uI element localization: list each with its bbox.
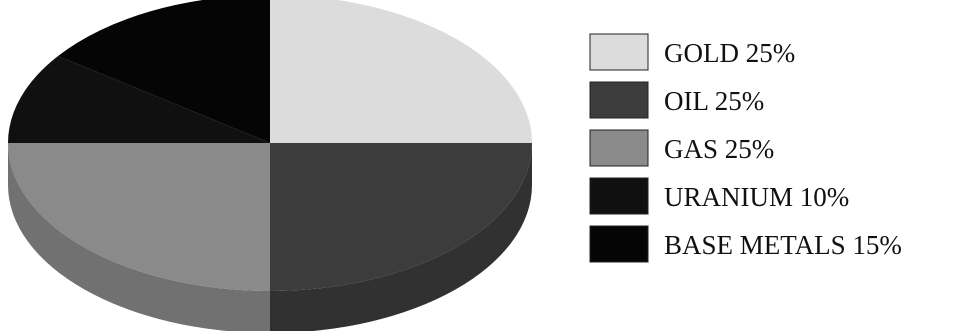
legend-swatch-uranium-10 [589, 177, 649, 215]
pie-slice-uranium-10 [8, 56, 270, 143]
legend-swatch-gold-25 [589, 33, 649, 71]
pie-top-faces [8, 0, 532, 291]
pie-slice-oil-25 [270, 143, 532, 291]
legend-label-gas-25: GAS 25% [664, 134, 774, 164]
pie-slice-gas-25 [8, 143, 270, 291]
pie-side-oil-25 [270, 143, 532, 331]
pie-slice-gold-25 [270, 0, 532, 143]
legend-swatch-base-metals-15 [589, 225, 649, 263]
legend-label-gold-25: GOLD 25% [664, 38, 795, 68]
legend-swatch-oil-25 [589, 81, 649, 119]
legend-label-base-metals-15: BASE METALS 15% [664, 230, 902, 260]
pie-slice-base-metals-15 [58, 0, 270, 143]
pie-side-walls [8, 143, 532, 331]
legend-label-uranium-10: URANIUM 10% [664, 182, 849, 212]
legend: GOLD 25% OIL 25% GAS 25% URANIUM 10% BASE ME… [589, 33, 902, 263]
legend-swatch-gas-25 [589, 129, 649, 167]
pie-side-gas-25 [8, 143, 270, 331]
legend-label-oil-25: OIL 25% [664, 86, 764, 116]
